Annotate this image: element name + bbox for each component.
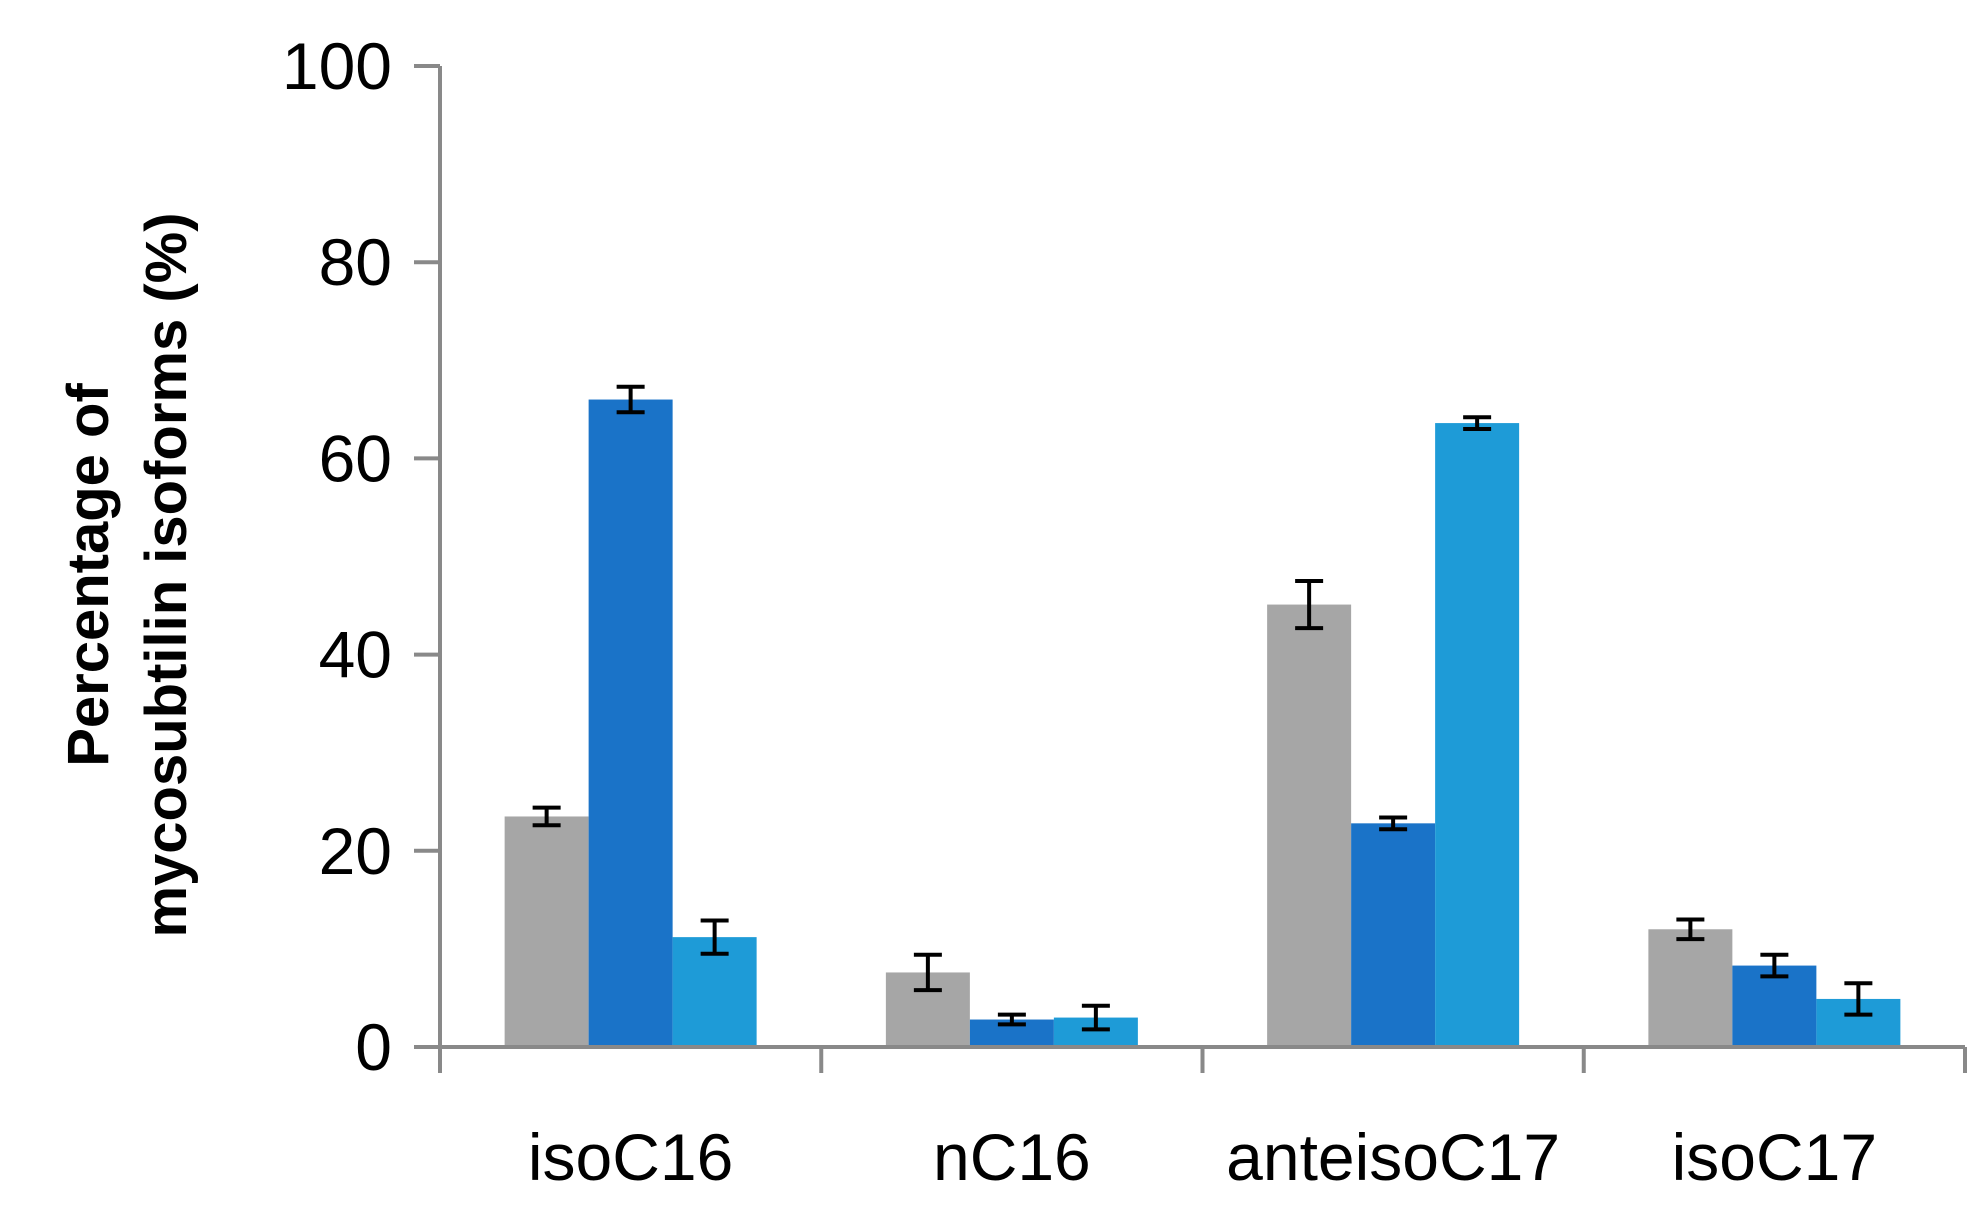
error-bar-isoC16-series-1 — [532, 805, 561, 828]
error-bar-isoC17-series-2 — [1760, 952, 1789, 979]
x-category-label-nC16: nC16 — [933, 1120, 1091, 1194]
labels-layer: 0 20 40 60 80 100 isoC16 nC16 anteisoC17 isoC17 — [282, 29, 1877, 1194]
error-bar-isoC16-series-3 — [700, 918, 729, 956]
bar-isoC16-series-1 — [504, 816, 589, 1047]
y-axis-title-line-2: mycosubtilin isoforms (%) — [134, 212, 199, 937]
y-axis-title-line-1: Percentage of — [56, 383, 121, 767]
y-tick-label-100: 100 — [282, 29, 392, 103]
x-category-label-isoC17: isoC17 — [1672, 1120, 1877, 1194]
error-bar-nC16-series-1 — [913, 952, 942, 993]
y-tick-label-40: 40 — [319, 618, 392, 692]
bar-anteisoC17-series-3 — [1435, 423, 1520, 1048]
error-bar-nC16-series-3 — [1081, 1003, 1110, 1032]
axes-layer — [414, 64, 1967, 1073]
error-bar-nC16-series-2 — [997, 1012, 1026, 1027]
y-tick-label-80: 80 — [319, 225, 392, 299]
bar-isoC16-series-2 — [588, 399, 673, 1047]
y-axis-title: Percentage of mycosubtilin isoforms (%) — [56, 212, 199, 937]
error-bar-isoC17-series-1 — [1676, 917, 1705, 942]
bars-layer — [504, 399, 1901, 1048]
error-bar-isoC17-series-3 — [1844, 981, 1873, 1017]
x-category-label-anteisoC17: anteisoC17 — [1226, 1120, 1560, 1194]
bar-isoC17-series-2 — [1732, 965, 1817, 1047]
error-bar-anteisoC17-series-3 — [1463, 415, 1492, 431]
bar-isoC17-series-1 — [1648, 929, 1733, 1047]
error-bar-anteisoC17-series-2 — [1379, 815, 1408, 832]
y-tick-label-60: 60 — [319, 421, 392, 495]
x-category-label-isoC16: isoC16 — [528, 1120, 733, 1194]
bar-anteisoC17-series-2 — [1351, 823, 1436, 1047]
y-tick-label-0: 0 — [355, 1010, 392, 1084]
y-tick-label-20: 20 — [319, 814, 392, 888]
error-bar-anteisoC17-series-1 — [1295, 579, 1324, 631]
bar-anteisoC17-series-1 — [1267, 604, 1352, 1047]
error-bars-layer — [532, 384, 1873, 1032]
error-bar-isoC16-series-2 — [616, 384, 645, 415]
